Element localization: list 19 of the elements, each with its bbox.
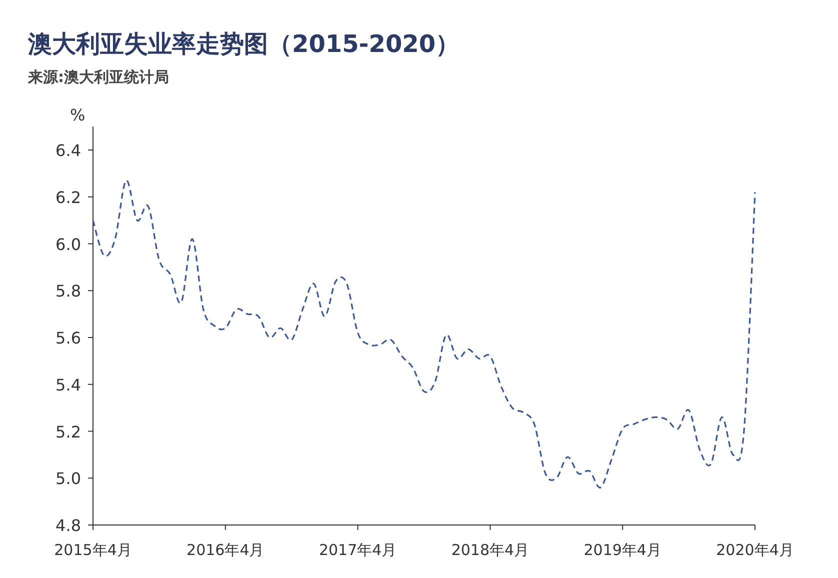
chart-subtitle: 来源:澳大利亚统计局 <box>27 68 169 86</box>
y-tick-label: 6.0 <box>56 234 81 254</box>
y-tick-label: 6.2 <box>56 188 81 207</box>
y-tick-label: 5.4 <box>56 375 81 394</box>
y-tick-label: 5.8 <box>56 282 81 301</box>
y-tick-label: 5.0 <box>56 469 81 488</box>
x-tick-label: 2015年4月 <box>54 541 132 559</box>
chart-title: 澳大利亚失业率走势图（2015-2020） <box>27 30 460 58</box>
y-tick-label: 6.4 <box>56 141 81 160</box>
y-tick-label: 5.2 <box>56 422 81 442</box>
x-tick-label: 2017年4月 <box>318 541 397 559</box>
x-tick-label: 2019年4月 <box>584 541 662 559</box>
x-tick-label: 2020年4月 <box>716 541 794 559</box>
x-tick-label: 2016年4月 <box>186 541 264 559</box>
y-axis-title: % <box>70 106 86 125</box>
x-tick-label: 2018年4月 <box>451 541 530 559</box>
y-tick-label: 4.8 <box>56 516 81 535</box>
y-tick-label: 5.6 <box>56 328 81 348</box>
line-series <box>92 180 756 488</box>
